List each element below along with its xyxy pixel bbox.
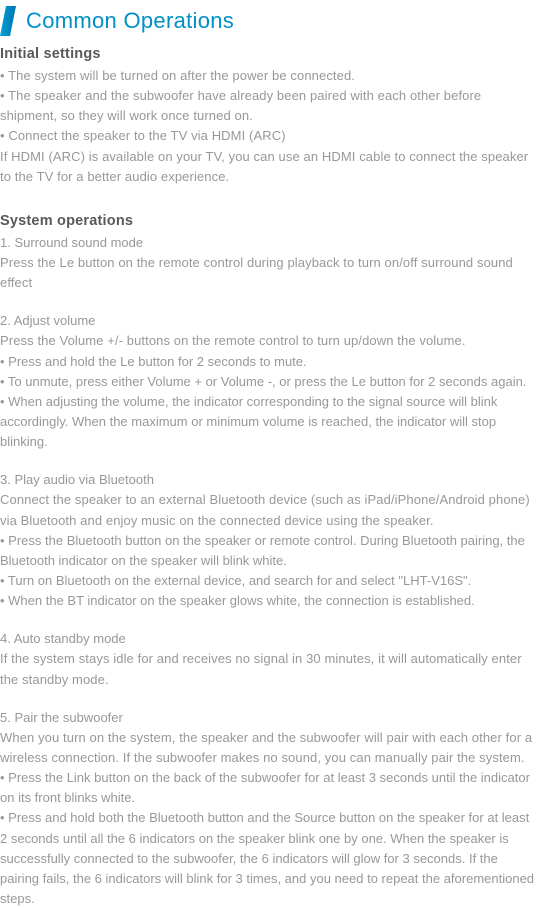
label-surround: 1. Surround sound mode bbox=[0, 233, 540, 253]
page-header: Common Operations bbox=[0, 6, 540, 36]
volume-bullet-2: • To unmute, press either Volume + or Vo… bbox=[0, 372, 540, 392]
bt-bullet-3: • When the BT indicator on the speaker g… bbox=[0, 591, 540, 611]
slash-icon bbox=[0, 6, 16, 36]
text-standby: If the system stays idle for and receive… bbox=[0, 649, 540, 689]
label-standby: 4. Auto standby mode bbox=[0, 629, 540, 649]
pair-bullet-1: • Press the Link button on the back of t… bbox=[0, 768, 540, 808]
text-pair: When you turn on the system, the speaker… bbox=[0, 728, 540, 768]
bt-bullet-2: • Turn on Bluetooth on the external devi… bbox=[0, 571, 540, 591]
bt-bullet-1: • Press the Bluetooth button on the spea… bbox=[0, 531, 540, 571]
subsection-pair-subwoofer: 5. Pair the subwoofer When you turn on t… bbox=[0, 708, 540, 909]
text-bluetooth: Connect the speaker to an external Bluet… bbox=[0, 490, 540, 530]
label-bluetooth: 3. Play audio via Bluetooth bbox=[0, 470, 540, 490]
document-page: Common Operations Initial settings • The… bbox=[0, 0, 540, 909]
initial-line-3: • Connect the speaker to the TV via HDMI… bbox=[0, 126, 540, 146]
subsection-standby: 4. Auto standby mode If the system stays… bbox=[0, 629, 540, 689]
page-title: Common Operations bbox=[26, 8, 234, 34]
pair-bullet-2: • Press and hold both the Bluetooth butt… bbox=[0, 808, 540, 909]
heading-system-operations: System operations bbox=[0, 213, 540, 229]
heading-initial-settings: Initial settings bbox=[0, 46, 540, 62]
initial-line-2: • The speaker and the subwoofer have alr… bbox=[0, 86, 540, 126]
subsection-surround: 1. Surround sound mode Press the Le butt… bbox=[0, 233, 540, 293]
text-volume: Press the Volume +/- buttons on the remo… bbox=[0, 331, 540, 351]
section-initial-settings: Initial settings • The system will be tu… bbox=[0, 46, 540, 187]
initial-line-4: If HDMI (ARC) is available on your TV, y… bbox=[0, 147, 540, 187]
label-pair: 5. Pair the subwoofer bbox=[0, 708, 540, 728]
subsection-bluetooth: 3. Play audio via Bluetooth Connect the … bbox=[0, 470, 540, 611]
section-system-operations: System operations 1. Surround sound mode… bbox=[0, 213, 540, 909]
text-surround: Press the Le button on the remote contro… bbox=[0, 253, 540, 293]
volume-bullet-3: • When adjusting the volume, the indicat… bbox=[0, 392, 540, 452]
label-volume: 2. Adjust volume bbox=[0, 311, 540, 331]
volume-bullet-1: • Press and hold the Le button for 2 sec… bbox=[0, 352, 540, 372]
subsection-volume: 2. Adjust volume Press the Volume +/- bu… bbox=[0, 311, 540, 452]
initial-line-1: • The system will be turned on after the… bbox=[0, 66, 540, 86]
